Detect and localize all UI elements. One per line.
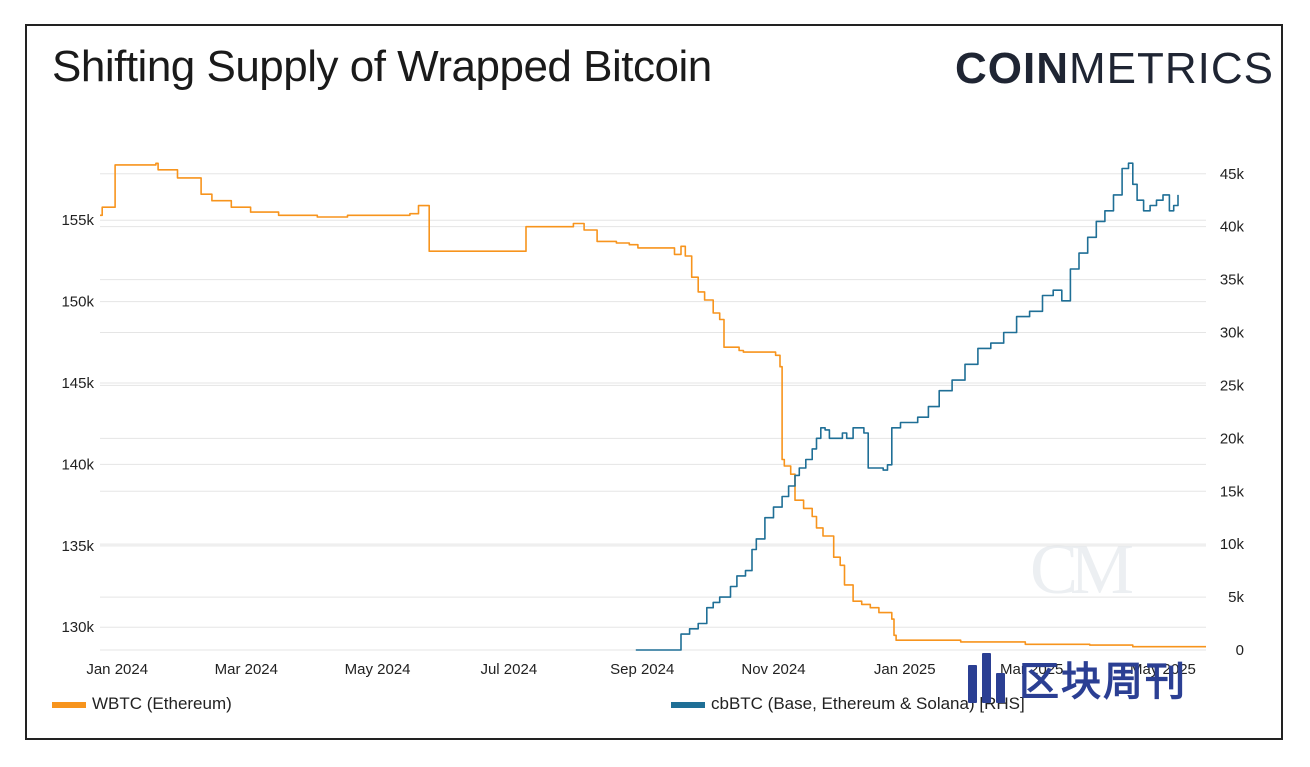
y-right-tick-label: 15k (1220, 483, 1245, 500)
x-tick-label: May 2024 (345, 661, 411, 678)
x-tick-label: Mar 2025 (1000, 661, 1063, 678)
y-right-tick-label: 0 (1236, 642, 1244, 659)
brand-logo-light: METRICS (1069, 44, 1274, 93)
x-axis: Jan 2024 Mar 2024 May 2024 Jul 2024 Sep 2024… (86, 661, 1196, 678)
legend-label-cbbtc: cbBTC (Base, Ethereum & Solana) [RHS] (711, 694, 1025, 713)
y-left-tick-label: 145k (61, 375, 94, 392)
watermark-text: 区块周刊 (1019, 659, 1187, 705)
y-right-tick-label: 20k (1220, 430, 1245, 447)
watermark-logo: 区块周刊 (968, 648, 1187, 708)
x-tick-label: Mar 2024 (215, 661, 278, 678)
y-right-tick-label: 35k (1220, 272, 1245, 289)
y-right-tick-label: 40k (1220, 219, 1245, 236)
x-tick-label: Sep 2024 (610, 661, 674, 678)
y-axis-left: 130k 135k 140k 145k 150k 155k (61, 212, 94, 636)
series-line-cbbtc (635, 162, 1179, 651)
brand-logo-bold: COIN (955, 44, 1069, 93)
chart-frame (25, 24, 1283, 740)
y-left-tick-label: 130k (61, 619, 94, 636)
legend-label-wbtc: WBTC (Ethereum) (92, 694, 232, 713)
y-left-tick-label: 135k (61, 538, 94, 555)
series-line-wbtc (100, 162, 1206, 648)
y-right-tick-label: 5k (1228, 589, 1244, 606)
y-right-tick-label: 30k (1220, 325, 1245, 342)
y-axis-right: 0 5k 10k 15k 20k 25k 30k 35k 40k 45k (1220, 166, 1245, 659)
x-tick-label: Nov 2024 (741, 661, 805, 678)
x-tick-label: May 2025 (1130, 661, 1196, 678)
y-left-tick-label: 155k (61, 212, 94, 229)
x-tick-label: Jan 2025 (874, 661, 936, 678)
chart-title: Shifting Supply of Wrapped Bitcoin (52, 42, 712, 91)
x-tick-label: Jul 2024 (480, 661, 537, 678)
cm-watermark: CM (1030, 529, 1134, 609)
y-right-tick-label: 45k (1220, 166, 1245, 183)
x-tick-label: Jan 2024 (86, 661, 148, 678)
legend-swatch-cbbtc (671, 701, 705, 708)
legend-item-cbbtc: cbBTC (Base, Ethereum & Solana) [RHS] (671, 694, 1025, 714)
series-lines (100, 162, 1206, 651)
brand-logo: COINMETRICS (955, 44, 1274, 94)
y-right-tick-label: 10k (1220, 536, 1245, 553)
watermark-bars-icon (968, 653, 1005, 703)
y-left-tick-label: 140k (61, 456, 94, 473)
legend-item-wbtc: WBTC (Ethereum) (52, 694, 232, 714)
y-right-tick-label: 25k (1220, 377, 1245, 394)
y-left-tick-label: 150k (61, 294, 94, 311)
grid-lines (100, 173, 1206, 651)
legend-swatch-wbtc (52, 701, 86, 708)
